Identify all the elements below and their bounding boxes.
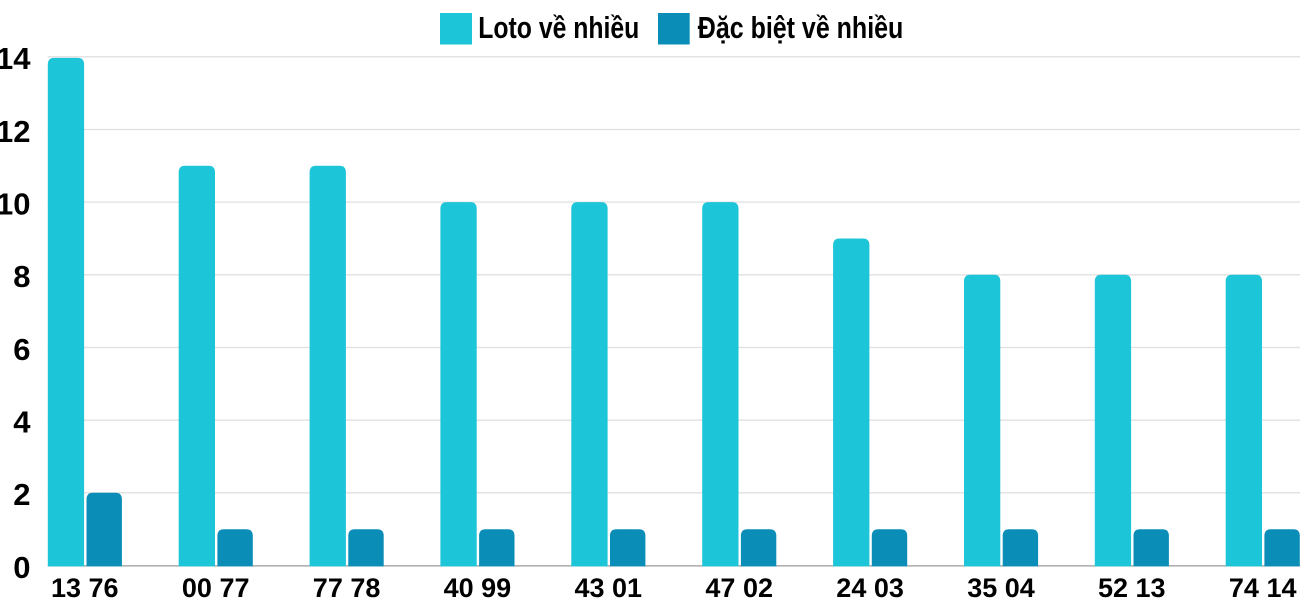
svg-text:35 04: 35 04 [967, 573, 1035, 600]
svg-text:14: 14 [0, 41, 31, 76]
svg-text:24 03: 24 03 [836, 573, 904, 600]
svg-text:0: 0 [13, 550, 30, 585]
svg-text:Loto về nhiều: Loto về nhiều [478, 10, 639, 45]
svg-text:13 76: 13 76 [51, 573, 119, 600]
svg-text:Đặc biệt về nhiều: Đặc biệt về nhiều [698, 10, 904, 45]
svg-text:4: 4 [13, 405, 31, 440]
svg-text:00 77: 00 77 [182, 573, 250, 600]
svg-text:52 13: 52 13 [1098, 573, 1166, 600]
svg-text:12: 12 [0, 114, 31, 149]
svg-text:74 14: 74 14 [1229, 573, 1297, 600]
svg-text:47 02: 47 02 [705, 573, 773, 600]
svg-text:6: 6 [13, 332, 30, 367]
svg-text:43 01: 43 01 [575, 573, 643, 600]
svg-text:40 99: 40 99 [444, 573, 512, 600]
svg-text:2: 2 [13, 477, 30, 512]
svg-text:10: 10 [0, 186, 31, 221]
svg-text:77 78: 77 78 [313, 573, 381, 600]
svg-text:8: 8 [13, 259, 30, 294]
